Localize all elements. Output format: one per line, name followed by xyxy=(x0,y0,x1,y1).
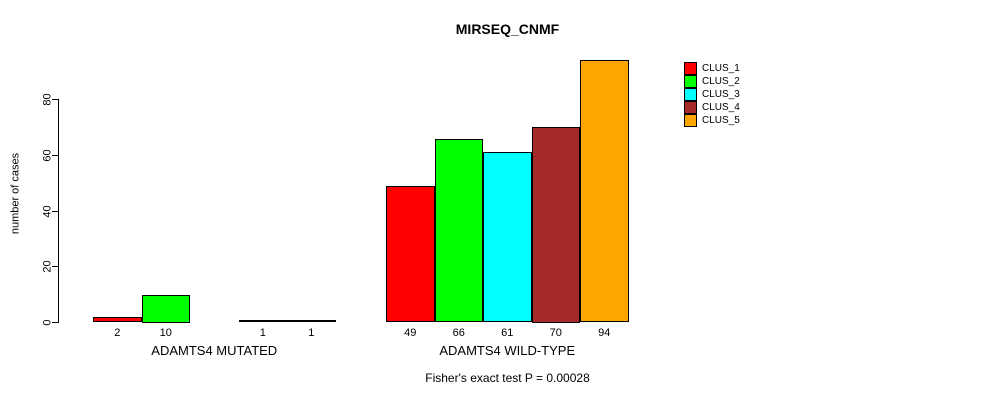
legend-label: CLUS_5 xyxy=(702,114,740,126)
legend-color-swatch xyxy=(684,62,697,75)
bar-value-label: 70 xyxy=(549,327,562,339)
y-axis-tick xyxy=(52,266,59,268)
bar-clus_1-group1 xyxy=(93,316,142,323)
bar-clus_2-group1 xyxy=(141,294,190,323)
legend-color-swatch xyxy=(684,101,697,114)
bar-value-label: 61 xyxy=(501,327,514,339)
legend-label: CLUS_3 xyxy=(702,88,740,100)
y-tick-label: 0 xyxy=(41,319,54,326)
bar-value-label: 1 xyxy=(308,327,315,339)
bar-clus_3-group2 xyxy=(483,152,532,323)
bar-clus_4-group2 xyxy=(531,127,580,323)
legend-color-swatch xyxy=(684,114,697,127)
bar-clus_5-group1 xyxy=(287,319,336,323)
fisher-test-annotation: Fisher's exact test P = 0.00028 xyxy=(425,371,590,385)
y-tick-label: 80 xyxy=(41,93,54,106)
bar-value-label: 2 xyxy=(114,327,121,339)
bar-clus_1-group2 xyxy=(386,185,435,323)
legend-color-swatch xyxy=(684,88,697,101)
y-axis-tick xyxy=(52,322,59,323)
bar-value-label: 10 xyxy=(159,327,172,339)
bar-value-label: 94 xyxy=(598,327,611,339)
legend-item-clus_5: CLUS_5 xyxy=(684,114,740,127)
chart-title: MIRSEQ_CNMF xyxy=(455,21,560,37)
legend-item-clus_1: CLUS_1 xyxy=(684,62,740,75)
bar-clus_4-group1 xyxy=(238,319,287,323)
x-group-label: ADAMTS4 MUTATED xyxy=(151,343,278,358)
legend-color-swatch xyxy=(684,75,697,88)
legend-label: CLUS_1 xyxy=(702,62,740,74)
legend-item-clus_4: CLUS_4 xyxy=(684,101,740,114)
y-axis-tick xyxy=(52,154,59,156)
legend: CLUS_1 CLUS_2 CLUS_3 CLUS_4 CLUS_5 xyxy=(684,62,740,127)
bar-value-label: 49 xyxy=(404,327,417,339)
legend-item-clus_3: CLUS_3 xyxy=(684,88,740,101)
legend-label: CLUS_2 xyxy=(702,75,740,87)
y-axis-tick xyxy=(52,210,59,212)
y-tick-label: 40 xyxy=(41,204,54,218)
bar-value-label: 66 xyxy=(452,327,465,339)
x-group-label: ADAMTS4 WILD-TYPE xyxy=(439,343,576,358)
legend-item-clus_2: CLUS_2 xyxy=(684,75,740,88)
y-tick-label: 20 xyxy=(41,260,54,273)
bar-clus_5-group2 xyxy=(580,60,629,323)
y-axis-tick xyxy=(52,99,59,100)
y-tick-label: 60 xyxy=(41,149,54,162)
bar-clus_2-group2 xyxy=(434,138,483,323)
bar-value-label: 1 xyxy=(259,327,266,339)
legend-label: CLUS_4 xyxy=(702,101,740,113)
